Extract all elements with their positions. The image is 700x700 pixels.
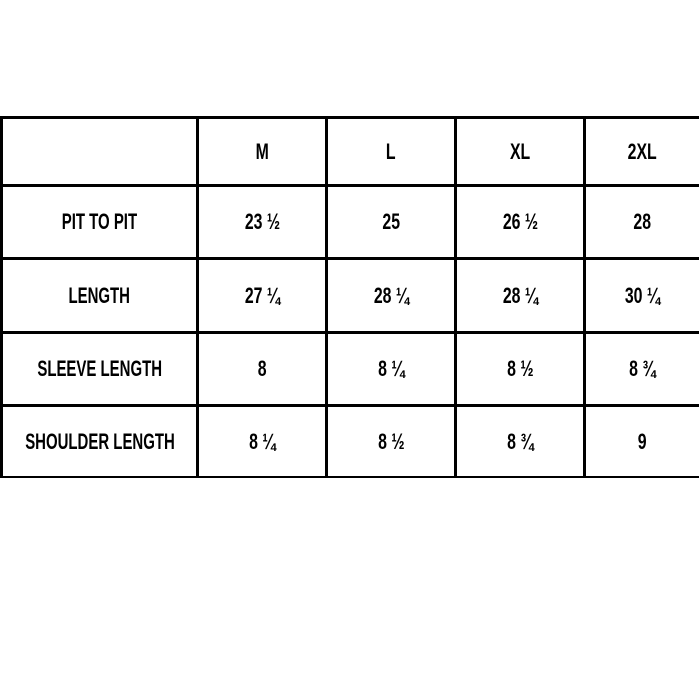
measurement-cell-text: 27 ¼ (244, 282, 280, 308)
measurement-cell: 23 ½ (199, 187, 325, 257)
row-label-cell-text: SLEEVE LENGTH (37, 356, 162, 381)
measurement-cell: 28 ¼ (457, 260, 583, 331)
measurement-cell: 30 ¼ (586, 260, 699, 331)
size-chart-table: M L XL 2XL PIT TO PIT 23 ½ 25 26 ½ 28 LENGTH 27 ¼ 2… (0, 116, 699, 478)
measurement-cell: 8 ¼ (328, 334, 454, 404)
measurement-cell-text: 8 ½ (377, 428, 405, 454)
measurement-cell: 26 ½ (457, 187, 583, 257)
header-cell-size: L (328, 119, 454, 184)
measurement-cell: 28 ¼ (328, 260, 454, 331)
measurement-cell-text: 8 (257, 356, 267, 381)
row-label-cell: SHOULDER LENGTH (3, 407, 196, 476)
measurement-cell-text: 28 ¼ (502, 282, 538, 308)
row-label-cell: PIT TO PIT (3, 187, 196, 257)
measurement-cell-text: 8 ¼ (248, 428, 276, 454)
header-cell-size-text: M (255, 138, 269, 164)
header-cell-size: XL (457, 119, 583, 184)
measurement-cell-text: 28 ¼ (373, 282, 409, 308)
header-corner-cell (3, 119, 196, 184)
measurement-cell: 28 (586, 187, 699, 257)
measurement-cell-text: 28 (633, 209, 652, 234)
measurement-cell: 8 ½ (457, 334, 583, 404)
measurement-cell: 27 ¼ (199, 260, 325, 331)
measurement-cell-text: 8 ¾ (629, 356, 656, 381)
measurement-cell-text: 30 ¼ (624, 282, 661, 308)
measurement-cell: 8 ½ (328, 407, 454, 476)
measurement-cell: 9 (586, 407, 699, 476)
row-label-cell: SLEEVE LENGTH (3, 334, 196, 404)
measurement-cell-text: 8 ¾ (506, 428, 534, 454)
row-label-cell-text: LENGTH (68, 282, 131, 308)
header-cell-size-text: L (386, 138, 396, 164)
measurement-cell-text: 26 ½ (502, 209, 538, 234)
measurement-cell: 8 (199, 334, 325, 404)
row-label-cell-text: SHOULDER LENGTH (24, 428, 175, 454)
header-cell-size-text: 2XL (627, 138, 658, 164)
measurement-cell: 25 (328, 187, 454, 257)
measurement-cell-text: 9 (638, 428, 647, 454)
header-cell-size-text: XL (509, 138, 531, 164)
measurement-cell-text: 23 ½ (244, 209, 280, 234)
measurement-cell-text: 8 ½ (506, 356, 534, 381)
measurement-cell: 8 ¾ (457, 407, 583, 476)
measurement-cell-text: 8 ¼ (377, 356, 405, 381)
row-label-cell-text: PIT TO PIT (61, 209, 138, 234)
measurement-cell-text: 25 (382, 209, 400, 234)
header-cell-size: 2XL (586, 119, 699, 184)
measurement-cell: 8 ¾ (586, 334, 699, 404)
header-cell-size: M (199, 119, 325, 184)
row-label-cell: LENGTH (3, 260, 196, 331)
measurement-cell: 8 ¼ (199, 407, 325, 476)
